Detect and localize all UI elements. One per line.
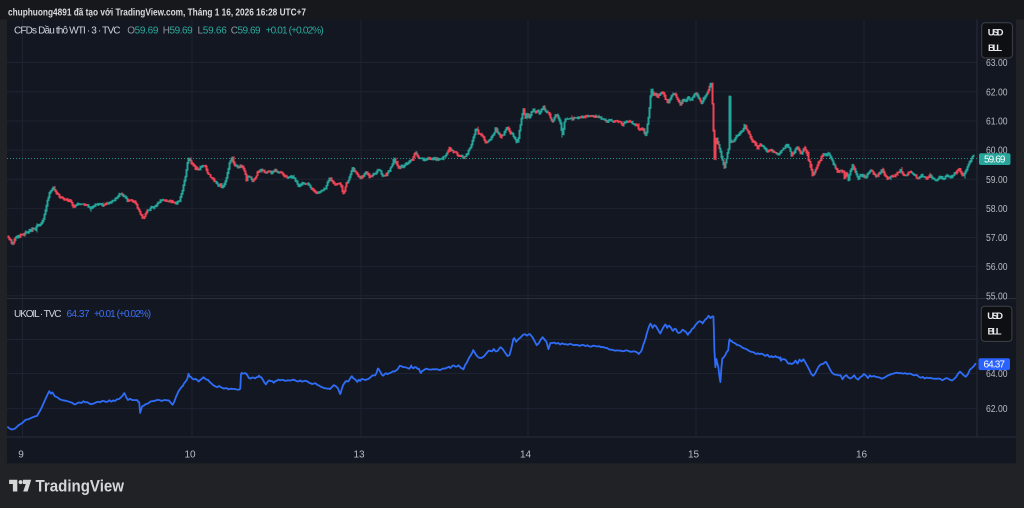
svg-text:H59.69: H59.69 — [163, 26, 193, 37]
svg-text:55.00: 55.00 — [986, 291, 1008, 302]
svg-text:14: 14 — [520, 450, 532, 461]
svg-text:BLL: BLL — [988, 327, 1002, 338]
svg-text:+0.01 (+0.02%): +0.01 (+0.02%) — [94, 309, 151, 320]
svg-text:57.00: 57.00 — [986, 233, 1008, 244]
svg-text:16: 16 — [856, 450, 868, 461]
svg-text:64.37: 64.37 — [67, 309, 90, 320]
svg-text:CFDs Dầu thô WTI · 3 · TVC: CFDs Dầu thô WTI · 3 · TVC — [14, 25, 120, 37]
svg-text:61.00: 61.00 — [986, 117, 1008, 128]
svg-text:64.37: 64.37 — [983, 359, 1005, 370]
svg-text:63.00: 63.00 — [986, 58, 1008, 69]
svg-text:59.00: 59.00 — [986, 175, 1008, 186]
svg-text:59.69: 59.69 — [984, 154, 1006, 165]
svg-text:56.00: 56.00 — [986, 262, 1008, 273]
svg-text:+0.01 (+0.02%): +0.01 (+0.02%) — [266, 26, 324, 37]
svg-text:62.00: 62.00 — [986, 404, 1008, 415]
svg-text:USD: USD — [987, 311, 1003, 322]
svg-text:9: 9 — [18, 450, 24, 461]
svg-text:C59.69: C59.69 — [231, 26, 261, 37]
svg-text:10: 10 — [184, 450, 196, 461]
svg-text:O59.69: O59.69 — [127, 26, 159, 37]
svg-text:13: 13 — [353, 450, 365, 461]
svg-text:58.00: 58.00 — [986, 204, 1008, 215]
svg-text:TradingView: TradingView — [36, 478, 125, 496]
svg-text:UKOIL · TVC: UKOIL · TVC — [14, 309, 62, 320]
svg-text:62.00: 62.00 — [986, 87, 1008, 98]
svg-text:L59.66: L59.66 — [198, 26, 228, 37]
svg-text:BLL: BLL — [988, 43, 1002, 54]
svg-text:64.00: 64.00 — [986, 369, 1008, 380]
svg-text:60.00: 60.00 — [986, 146, 1008, 157]
svg-text:15: 15 — [688, 450, 700, 461]
svg-text:USD: USD — [988, 27, 1004, 38]
svg-text:chuphuong4891 đã tạo với Tradi: chuphuong4891 đã tạo với TradingView.com… — [8, 8, 306, 19]
